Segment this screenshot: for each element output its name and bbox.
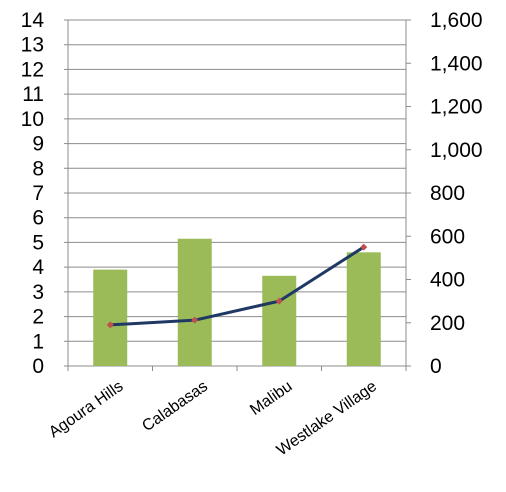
right-axis-ticks: 0 200 400 600 800 1,000 1,200 1,400 1,600 bbox=[430, 9, 483, 378]
x-tick-label: Calabasas bbox=[139, 378, 211, 435]
left-tick-label: 14 bbox=[21, 9, 45, 32]
left-tick-label: 0 bbox=[32, 355, 44, 378]
left-tick-label: 6 bbox=[32, 207, 44, 230]
left-tick-label: 8 bbox=[32, 157, 44, 180]
bar-series bbox=[93, 238, 381, 366]
line-point-calabasas bbox=[191, 316, 199, 324]
right-tick-label: 800 bbox=[430, 182, 465, 205]
bar-agoura-hills bbox=[93, 269, 128, 366]
left-tick-label: 10 bbox=[21, 108, 44, 131]
right-tick-label: 200 bbox=[430, 312, 465, 335]
left-tick-label: 11 bbox=[22, 83, 44, 106]
left-tick-label: 4 bbox=[32, 256, 44, 279]
right-tick-label: 1,000 bbox=[430, 139, 483, 162]
bar-malibu bbox=[262, 275, 297, 366]
left-tick-label: 3 bbox=[32, 281, 44, 304]
right-tick-label: 1,600 bbox=[430, 9, 483, 32]
gridlines bbox=[68, 19, 406, 342]
line-point-malibu bbox=[275, 297, 283, 305]
left-tick-label: 1 bbox=[32, 330, 44, 353]
left-tick-label: 2 bbox=[32, 306, 44, 329]
line-series bbox=[106, 243, 368, 329]
left-tick-label: 7 bbox=[32, 182, 44, 205]
right-tick-label: 1,200 bbox=[430, 96, 483, 119]
right-tick-label: 600 bbox=[430, 225, 465, 248]
line-point-westlake-village bbox=[360, 243, 368, 251]
line-point-agoura-hills bbox=[106, 321, 114, 329]
left-tick-label: 13 bbox=[21, 34, 44, 57]
right-tick-label: 1,400 bbox=[430, 52, 483, 75]
left-tick-label: 5 bbox=[32, 231, 44, 254]
right-tick-label: 400 bbox=[430, 269, 465, 292]
bar-westlake-village bbox=[346, 252, 381, 366]
left-tick-label: 9 bbox=[32, 133, 44, 156]
right-tick-label: 0 bbox=[430, 355, 442, 378]
bar-calabasas bbox=[177, 238, 212, 366]
x-tick-label: Agoura Hills bbox=[46, 378, 126, 441]
left-tick-label: 12 bbox=[21, 58, 44, 81]
x-tick-label: Malibu bbox=[247, 378, 295, 419]
line-path bbox=[110, 245, 365, 327]
